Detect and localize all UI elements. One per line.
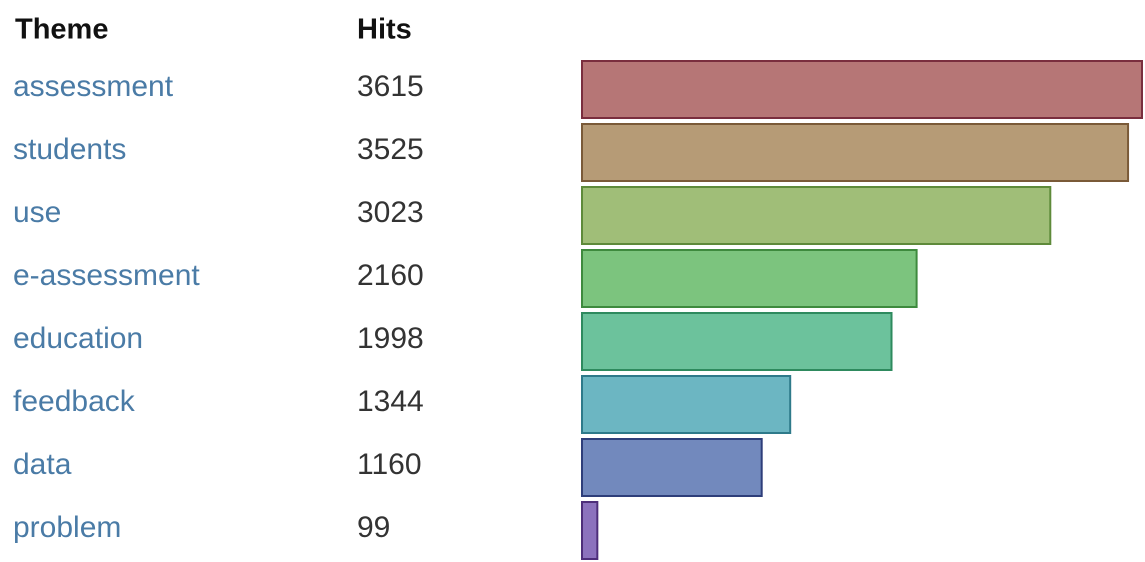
theme-link[interactable]: problem bbox=[13, 511, 121, 544]
column-header: Theme bbox=[15, 14, 108, 46]
bar bbox=[581, 375, 792, 434]
hits-count: 3023 bbox=[357, 196, 424, 229]
bar bbox=[581, 123, 1130, 182]
hits-count: 1344 bbox=[357, 385, 424, 418]
hits-count: 3525 bbox=[357, 133, 424, 166]
theme-link[interactable]: feedback bbox=[13, 385, 136, 418]
bar bbox=[581, 249, 918, 308]
theme-link[interactable]: data bbox=[13, 448, 72, 481]
theme-link[interactable]: students bbox=[13, 133, 126, 166]
bar bbox=[581, 438, 763, 497]
hits-count: 2160 bbox=[357, 259, 424, 292]
hits-count: 99 bbox=[357, 511, 390, 544]
hits-count: 3615 bbox=[357, 70, 424, 103]
theme-link[interactable]: assessment bbox=[13, 70, 174, 103]
bar bbox=[581, 186, 1052, 245]
hits-count: 1160 bbox=[357, 448, 422, 481]
bar bbox=[581, 501, 599, 560]
bar bbox=[581, 60, 1143, 119]
theme-link[interactable]: education bbox=[13, 322, 143, 355]
column-header: Hits bbox=[357, 14, 412, 46]
theme-link[interactable]: use bbox=[13, 196, 61, 229]
hits-count: 1998 bbox=[357, 322, 424, 355]
bar bbox=[581, 312, 893, 371]
theme-link[interactable]: e-assessment bbox=[13, 259, 200, 292]
